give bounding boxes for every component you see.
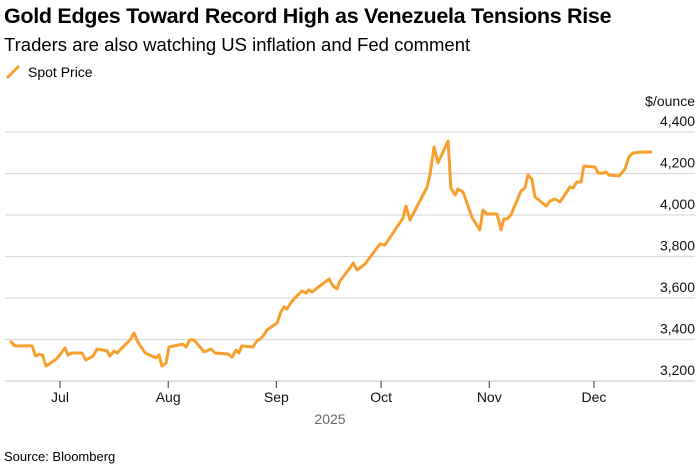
x-tick-label: Aug (156, 389, 181, 405)
series-line-spot-price (9, 139, 653, 368)
y-axis-label: $/ounce (645, 93, 695, 109)
y-tick-label: 4,000 (660, 196, 695, 212)
x-tick-label: Jul (51, 389, 69, 405)
x-tick-label: Nov (477, 389, 502, 405)
y-tick-label: 4,400 (660, 113, 695, 129)
legend-line-icon (6, 65, 20, 79)
y-tick-label: 3,600 (660, 279, 695, 295)
x-tick-label: Oct (370, 389, 392, 405)
y-tick-label: 4,200 (660, 155, 695, 171)
y-tick-label: 3,400 (660, 321, 695, 337)
legend-label: Spot Price (28, 64, 93, 80)
y-tick-label: 3,200 (660, 362, 695, 378)
chart-title: Gold Edges Toward Record High as Venezue… (4, 4, 612, 28)
x-tick-label: Sep (264, 389, 289, 405)
y-tick-label: 3,800 (660, 238, 695, 254)
chart-subtitle: Traders are also watching US inflation a… (4, 34, 471, 55)
legend: Spot Price (6, 64, 93, 80)
x-axis-year-label: 2025 (314, 411, 345, 427)
x-tick-label: Dec (582, 389, 607, 405)
source-note: Source: Bloomberg (4, 449, 116, 464)
